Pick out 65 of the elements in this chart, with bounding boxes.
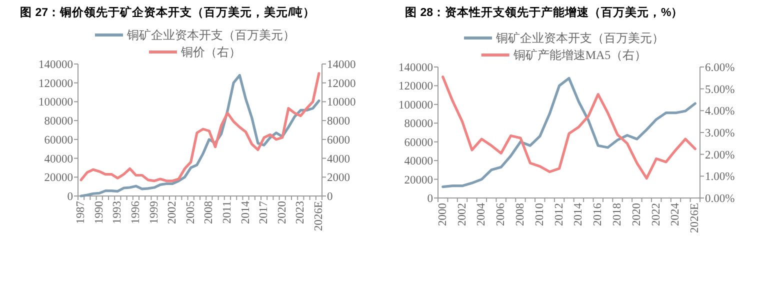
x-tick-label: 2005 bbox=[184, 200, 197, 224]
y2-tick-label: 4.00% bbox=[705, 106, 736, 118]
y-tick-label: 0 bbox=[427, 193, 434, 205]
y-tick-label: 140000 bbox=[398, 62, 434, 74]
legend-label: 铜价（右） bbox=[180, 45, 241, 59]
y2-tick-label: 3.00% bbox=[705, 128, 736, 140]
legend-label: 铜矿产能增速MA5（右） bbox=[512, 48, 647, 62]
x-tick-label: 1987 bbox=[75, 200, 88, 224]
x-tick-label: 2017 bbox=[258, 200, 270, 224]
y-tick-label: 60000 bbox=[44, 134, 74, 146]
y2-tick-label: 2000 bbox=[327, 172, 350, 184]
x-tick-label: 2010 bbox=[534, 202, 546, 226]
x-tick-label: 2008 bbox=[514, 202, 526, 226]
y2-tick-label: 14000 bbox=[327, 59, 356, 71]
x-tick-label: 2026E bbox=[689, 203, 702, 234]
y2-tick-label: 4000 bbox=[327, 153, 350, 166]
x-tick-label: 2012 bbox=[553, 202, 566, 226]
y-tick-label: 20000 bbox=[44, 172, 74, 184]
y2-tick-label: 1.00% bbox=[705, 171, 736, 184]
y2-tick-label: 6000 bbox=[327, 134, 350, 146]
y2-tick-label: 6.00% bbox=[705, 62, 736, 74]
x-tick-label: 2011 bbox=[221, 200, 234, 224]
x-tick-label: 2014 bbox=[240, 200, 252, 224]
x-tick-label: 1993 bbox=[112, 200, 124, 224]
x-tick-label: 2022 bbox=[650, 202, 662, 226]
chart-title: 图 28：资本性开支领先于产能增速（百万美元，%） bbox=[405, 5, 684, 19]
x-tick-label: 2006 bbox=[495, 202, 508, 226]
y2-tick-label: 0.00% bbox=[705, 193, 736, 205]
y-tick-label: 20000 bbox=[404, 174, 434, 186]
x-tick-label: 2002 bbox=[166, 200, 179, 224]
y-tick-label: 40000 bbox=[404, 156, 434, 168]
y-tick-label: 40000 bbox=[44, 153, 74, 166]
x-tick-label: 2002 bbox=[456, 202, 468, 226]
x-tick-label: 2018 bbox=[612, 202, 624, 226]
x-tick-label: 2016 bbox=[592, 202, 604, 226]
y-tick-label: 120000 bbox=[398, 80, 434, 93]
x-tick-label: 1996 bbox=[130, 200, 142, 224]
y-tick-label: 80000 bbox=[404, 118, 434, 130]
chart-title: 图 27：铜价领先于矿企资本开支（百万美元，美元/吨） bbox=[20, 5, 316, 19]
y-tick-label: 0 bbox=[67, 191, 74, 203]
x-tick-label: 2026E bbox=[312, 201, 325, 232]
y2-tick-label: 12000 bbox=[327, 78, 356, 90]
x-tick-label: 2023 bbox=[294, 200, 307, 224]
x-tick-label: 2000 bbox=[436, 202, 449, 226]
y-tick-label: 120000 bbox=[38, 78, 74, 90]
y-tick-label: 60000 bbox=[404, 136, 434, 149]
x-tick-label: 2024 bbox=[670, 202, 682, 226]
y-tick-label: 80000 bbox=[44, 116, 74, 128]
x-tick-label: 1999 bbox=[148, 200, 160, 224]
y2-tick-label: 10000 bbox=[327, 96, 356, 109]
x-tick-label: 2020 bbox=[276, 200, 288, 224]
x-tick-label: 1990 bbox=[93, 200, 106, 224]
y2-tick-label: 5.00% bbox=[705, 84, 736, 96]
x-tick-label: 2008 bbox=[203, 200, 216, 224]
y-tick-label: 140000 bbox=[38, 59, 74, 71]
legend-label: 铜矿企业资本开支（百万美元） bbox=[126, 28, 295, 42]
x-tick-label: 2004 bbox=[476, 202, 488, 226]
y-tick-label: 100000 bbox=[38, 96, 74, 109]
legend-label: 铜矿企业资本开支（百万美元） bbox=[495, 31, 664, 45]
y-tick-label: 100000 bbox=[398, 99, 434, 112]
x-tick-label: 2014 bbox=[572, 202, 585, 226]
y2-tick-label: 0 bbox=[327, 191, 333, 203]
y2-tick-label: 8000 bbox=[327, 116, 350, 128]
y2-tick-label: 2.00% bbox=[705, 149, 736, 162]
x-tick-label: 2020 bbox=[630, 202, 643, 226]
